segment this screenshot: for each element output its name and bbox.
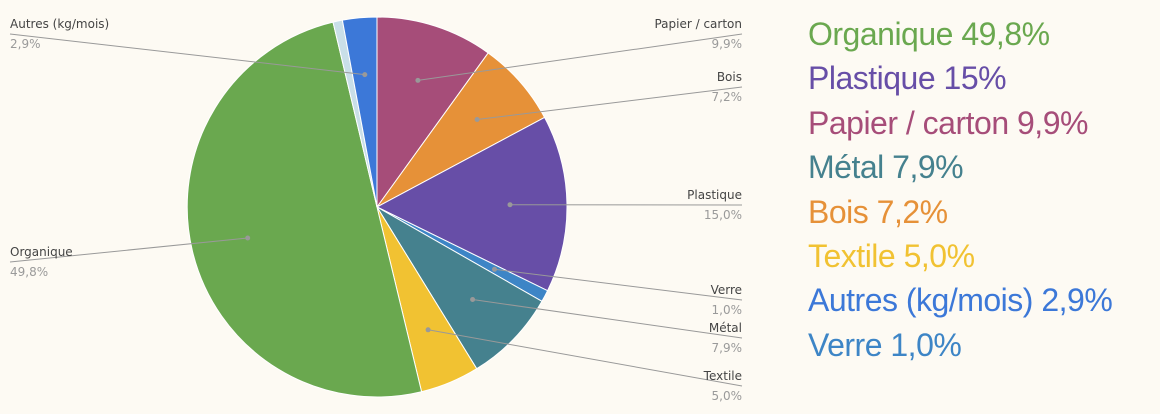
pie-slice-metal [376,206,543,370]
pie-chart-svg: Papier / carton 9,9% Bois 7,2% Plastique 15,0… [9,16,743,403]
pie-slice-organique [186,21,423,398]
callout-label-bois: Bois [717,70,742,84]
callout-label-organique: Organique [10,245,73,259]
callout-value-papier-carton: 9,9% [712,37,743,51]
callout-line-papier-carton [417,33,743,81]
pie-slice-autres-kg-mois [341,16,378,208]
callout-line-autres-kg-mois [9,33,365,76]
callout-value-verre: 1,0% [712,303,743,317]
callout-value-textile: 5,0% [712,389,743,403]
callout-label-textile: Textile [703,369,742,383]
legend-item-5: Textile 5,0% [808,238,975,275]
callout-label-verre: Verre [711,283,742,297]
callout-line-bois [477,86,743,120]
callout-value-metal: 7,9% [712,341,743,355]
legend-item-3: Métal 7,9% [808,149,964,186]
callout-line-verre [494,268,743,301]
callout-label-metal: Métal [709,321,742,335]
callout-label-plastique: Plastique [687,188,742,202]
callout-line-textile [428,329,743,387]
legend-item-0: Organique 49,8% [808,16,1050,52]
legend-item-2: Papier / carton 9,9% [808,104,1088,141]
legend-item-1: Plastique 15% [808,60,1007,97]
pie-slice-papier-carton [376,16,489,209]
callout-label-papier-carton: Papier / carton [654,17,742,31]
pie-chart: Papier / carton 9,9% Bois 7,2% Plastique 15,0… [9,16,743,403]
callout-value-plastique: 15,0% [704,208,742,222]
callout-label-autres-kg-mois: Autres (kg/mois) [10,17,109,31]
legend-item-4: Bois 7,2% [808,193,948,230]
callout-value-bois: 7,2% [712,90,743,104]
callout-line-metal [472,299,743,339]
callout-value-autres-kg-mois: 2,9% [10,37,41,51]
legend-item-6: Autres (kg/mois) 2,9% [808,282,1113,319]
legend-item-7: Verre 1,0% [808,326,962,363]
callout-line-organique [9,237,248,263]
legend: Organique 49,8% Plastique 15% Papier / car… [808,12,1113,367]
callout-value-organique: 49,8% [10,265,48,279]
